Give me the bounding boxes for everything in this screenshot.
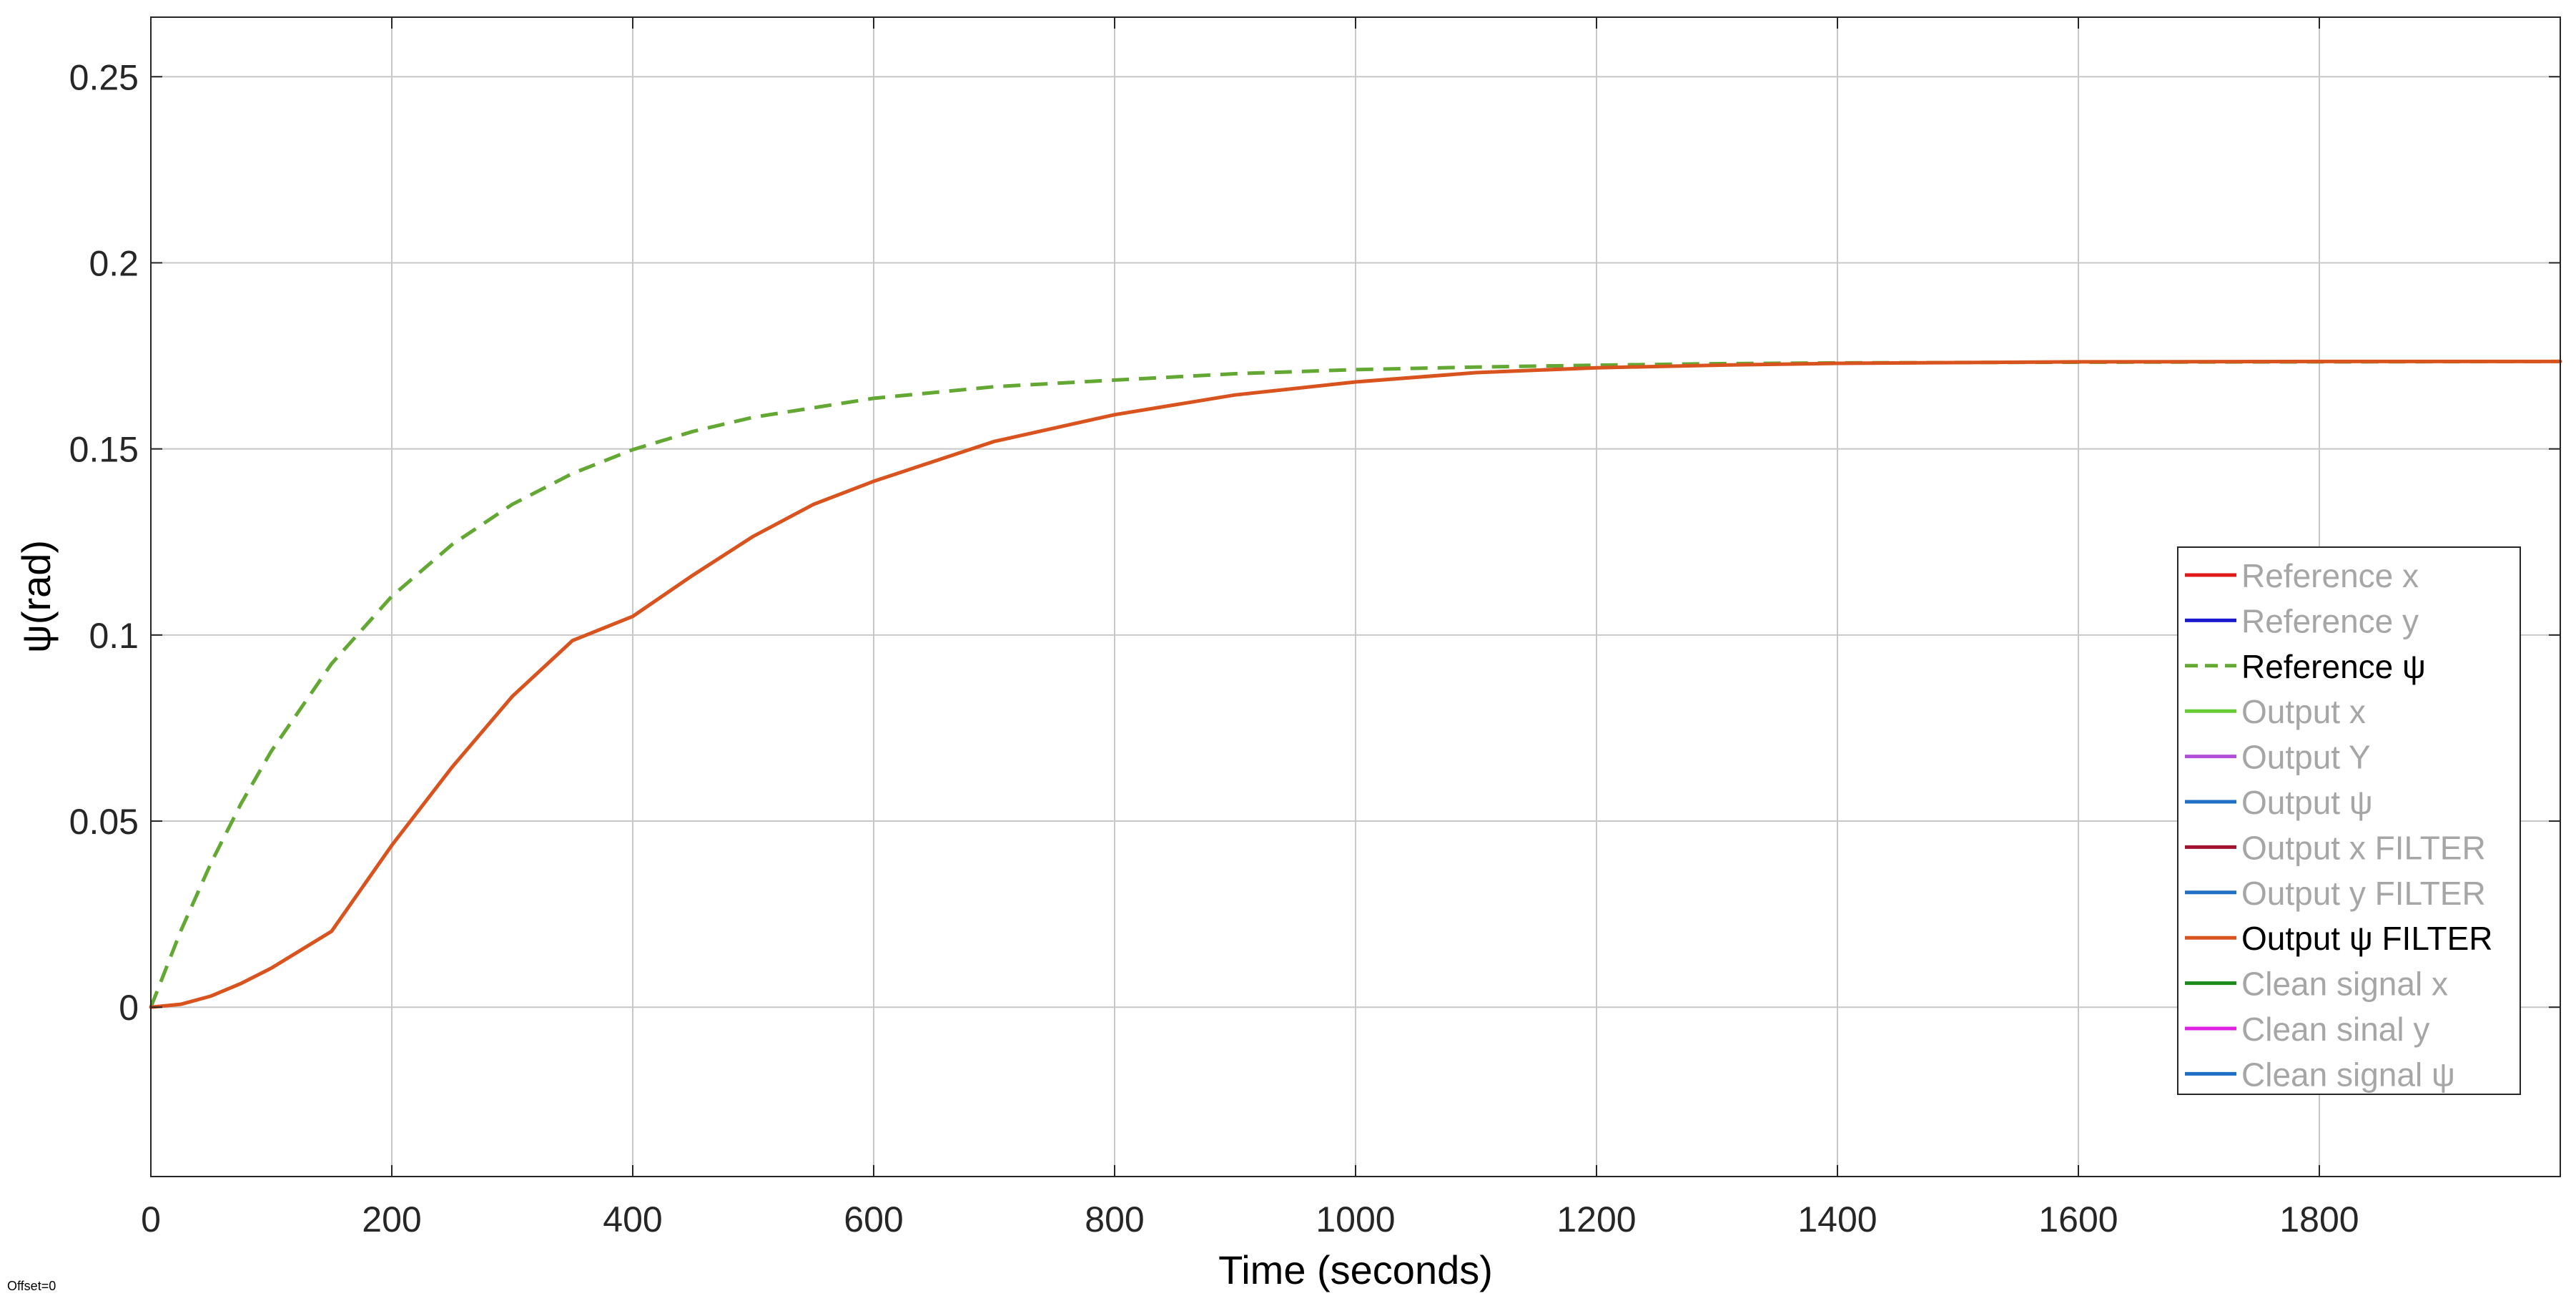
series-lines [149, 359, 2562, 1009]
y-tick-label: 0.25 [69, 57, 139, 97]
x-tick-label: 1000 [1316, 1199, 1395, 1239]
output-psi-filter-line [149, 359, 2562, 1009]
x-tick-label: 1400 [1797, 1199, 1877, 1239]
x-tick-label: 600 [844, 1199, 903, 1239]
x-tick-label: 1800 [2279, 1199, 2359, 1239]
x-tick-label: 200 [362, 1199, 421, 1239]
x-tick-label: 800 [1085, 1199, 1144, 1239]
x-tick-label: 1200 [1556, 1199, 1636, 1239]
y-tick-label: 0.2 [89, 243, 139, 283]
legend-entry-label: Reference ψ [2241, 648, 2426, 685]
y-tick-label: 0.05 [69, 802, 139, 842]
legend: Reference x Reference y Reference ψ Output … [2177, 546, 2521, 1095]
x-tick-label: 400 [603, 1199, 662, 1239]
x-axis-label: Time (seconds) [1218, 1247, 1493, 1292]
legend-entry-label: Output x FILTER [2241, 829, 2486, 866]
y-tick-label: 0.15 [69, 430, 139, 470]
grid-lines [151, 17, 2560, 1177]
y-axis-label: ψ(rad) [14, 540, 59, 653]
y-tick-label: 0.1 [89, 616, 139, 656]
legend-entry-label: Clean sinal y [2241, 1011, 2429, 1048]
offset-label: Offset=0 [7, 1279, 56, 1293]
legend-entry-label: Output ψ [2241, 784, 2373, 821]
legend-entry-label: Reference x [2241, 557, 2419, 594]
legend-entry-label: Reference y [2241, 602, 2419, 639]
legend-entry-label: Output y FILTER [2241, 875, 2486, 912]
legend-entry-label: Output x [2241, 693, 2366, 730]
x-tick-label: 0 [141, 1199, 161, 1239]
y-tick-label: 0 [119, 988, 139, 1028]
legend-entry-label: Output Y [2241, 739, 2371, 776]
legend-entry-label: Output ψ FILTER [2241, 920, 2493, 957]
legend-entry-label: Clean signal x [2241, 966, 2448, 1003]
y-axis-ticks: 0 0.05 0.1 0.15 0.2 0.25 [69, 57, 2560, 1028]
x-axis-ticks: 0 200 400 600 800 1000 1200 1400 1600 1800 [141, 17, 2359, 1239]
legend-entry-label: Clean signal ψ [2241, 1056, 2455, 1093]
x-tick-label: 1600 [2038, 1199, 2118, 1239]
legend-box [2177, 546, 2521, 1095]
